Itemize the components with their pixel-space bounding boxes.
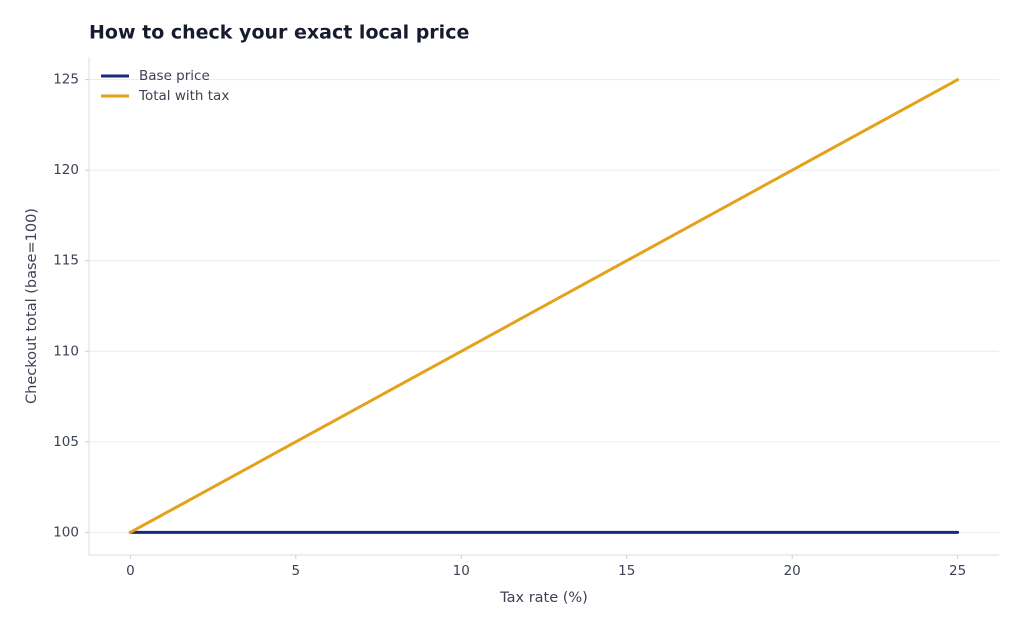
x-tick-label: 15 (618, 563, 635, 579)
x-tick-label: 0 (126, 563, 135, 579)
y-axis-label: Checkout total (base=100) (24, 208, 40, 404)
y-tick-label: 110 (53, 343, 79, 359)
x-tick-label: 25 (949, 563, 966, 579)
y-tick-label: 105 (53, 434, 79, 450)
line (128, 78, 960, 534)
x-axis-label: Tax rate (%) (499, 590, 588, 606)
y-tick-label: 100 (53, 524, 79, 540)
y-tick-label: 125 (53, 72, 79, 88)
legend-label: Total with tax (138, 88, 229, 104)
x-tick-label: 20 (784, 563, 801, 579)
x-tick-label: 5 (292, 563, 301, 579)
legend-label: Base price (139, 68, 210, 84)
y-tick-label: 120 (53, 162, 79, 178)
chart-title: How to check your exact local price (89, 22, 469, 44)
x-tick-label: 10 (453, 563, 470, 579)
y-tick-label: 115 (53, 253, 79, 269)
